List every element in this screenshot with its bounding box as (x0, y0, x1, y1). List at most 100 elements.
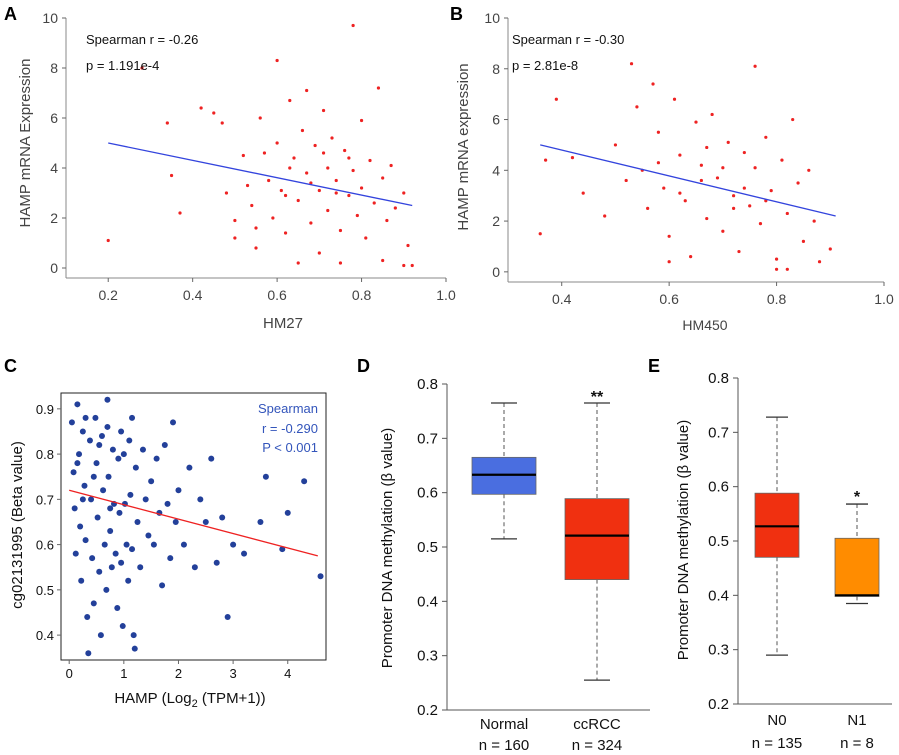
panel-e-y-ticks: 0.2 0.3 0.4 0.5 0.6 0.7 0.8 (708, 370, 738, 713)
data-point (96, 442, 103, 449)
data-point (219, 514, 226, 521)
data-point (127, 491, 134, 498)
panel-c-y-label: cg02131995 (Beta value) (9, 441, 26, 609)
data-point (112, 550, 119, 557)
panel-c-annotation-r: r = -0.290 (262, 421, 318, 436)
data-point (233, 236, 237, 240)
data-point (309, 181, 313, 185)
data-point (678, 153, 682, 157)
panel-letter-b: B (450, 4, 463, 24)
data-point (79, 496, 86, 503)
data-point (726, 140, 730, 144)
data-point (347, 193, 351, 198)
data-point (70, 469, 77, 476)
data-point (753, 64, 757, 68)
panel-c-x-ticks: 0 1 2 3 4 (66, 660, 291, 681)
data-point (326, 208, 330, 213)
box-n1 (834, 503, 880, 605)
panel-a-annotation-r: Spearman r = -0.26 (86, 32, 198, 47)
panel-a-points (106, 23, 414, 268)
data-point (131, 645, 138, 652)
x-tick-label: 0.2 (98, 287, 118, 303)
x-tick-label: 4 (284, 666, 291, 681)
data-point (283, 193, 288, 198)
panel-e-n-n1: n = 8 (840, 735, 874, 752)
data-point (180, 541, 187, 548)
panel-b-y-label: HAMP mRNA expression (455, 63, 472, 230)
box-body (564, 498, 630, 581)
data-point (257, 518, 264, 525)
box-body (834, 537, 880, 597)
panel-d-n-normal: n = 160 (479, 737, 529, 754)
data-point (544, 158, 548, 162)
data-point (107, 528, 114, 535)
data-point (150, 541, 157, 548)
panel-a-annotation-p: p = 1.191e-4 (86, 58, 159, 73)
data-point (321, 151, 326, 155)
data-point (296, 198, 300, 203)
y-tick-label: 4 (50, 160, 58, 176)
x-tick-label: 0.4 (552, 291, 572, 307)
data-point (106, 238, 110, 243)
data-point (570, 156, 575, 160)
data-point (309, 221, 313, 225)
data-point (88, 496, 95, 503)
data-point (241, 550, 248, 557)
data-point (125, 577, 132, 584)
data-point (667, 260, 671, 264)
panel-letter-a: A (4, 4, 17, 24)
data-point (109, 446, 116, 453)
data-point (85, 650, 92, 657)
data-point (74, 460, 81, 467)
data-point (245, 183, 250, 188)
data-point (624, 178, 628, 183)
data-point (159, 582, 166, 589)
x-tick-label: 1.0 (874, 291, 894, 307)
data-point (710, 112, 714, 117)
data-point (785, 211, 789, 216)
data-point (326, 166, 330, 170)
panel-b-annotation-p: p = 2.81e-8 (512, 58, 578, 73)
data-point (275, 58, 279, 63)
data-point (355, 213, 359, 218)
data-point (603, 214, 607, 218)
data-point (334, 178, 338, 183)
data-point (656, 161, 661, 165)
panel-c-scatter: 0 1 2 3 4 0.4 0.5 0.6 0.7 0.8 0.9 Spearman r = -0… (9, 392, 327, 710)
data-point (74, 401, 81, 408)
panel-e-category-n0: N0 (767, 712, 786, 729)
y-tick-label: 10 (42, 10, 58, 26)
data-point (742, 150, 746, 155)
panel-b-trend-line (540, 144, 836, 217)
data-point (613, 143, 618, 147)
data-point (581, 191, 585, 195)
data-point (175, 487, 182, 494)
data-point (667, 234, 671, 238)
data-point (288, 98, 292, 103)
data-point (129, 414, 136, 421)
data-point (134, 518, 141, 525)
data-point (721, 229, 725, 233)
panel-a-x-label: HM27 (263, 315, 303, 332)
data-point (71, 505, 78, 512)
data-point (678, 191, 682, 195)
panel-a-x-ticks: 0.2 0.4 0.6 0.8 1.0 (98, 278, 456, 303)
data-point (737, 249, 741, 254)
data-point (351, 168, 355, 173)
data-point (120, 451, 127, 458)
data-point (202, 518, 209, 525)
data-point (699, 163, 703, 167)
data-point (79, 428, 86, 435)
panel-c-annotation-p: P < 0.001 (262, 440, 318, 455)
data-point (208, 455, 215, 462)
data-point (178, 211, 182, 215)
data-point (250, 203, 254, 208)
data-point (97, 632, 104, 639)
y-tick-label: 0 (50, 260, 58, 276)
panel-e-category-n1: N1 (847, 712, 866, 729)
panel-letter-c: C (4, 356, 17, 376)
data-point (254, 226, 258, 230)
data-point (279, 546, 286, 553)
data-point (82, 537, 89, 544)
panel-c-points (68, 396, 324, 657)
